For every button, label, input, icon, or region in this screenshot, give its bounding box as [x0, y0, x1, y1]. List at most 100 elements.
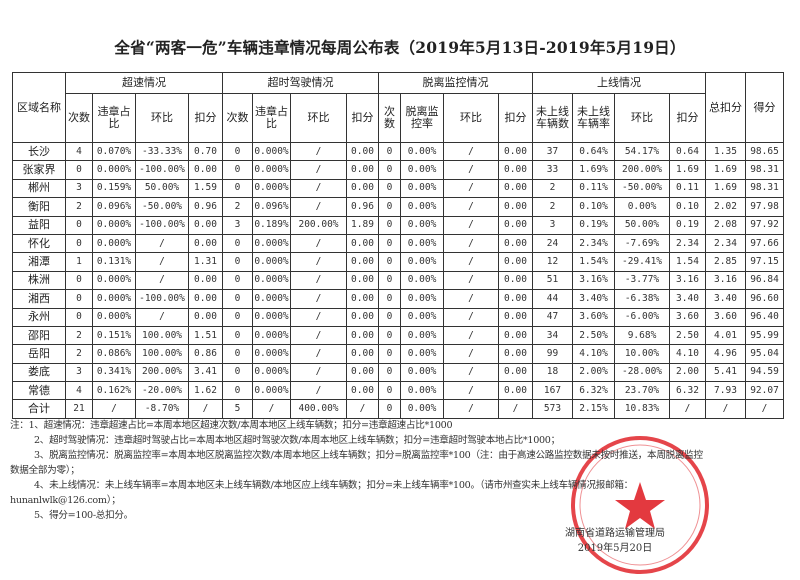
table-cell: /	[290, 307, 347, 327]
table-cell: 0	[222, 381, 253, 401]
table-cell: 0.86	[188, 344, 223, 364]
table-cell: 0	[222, 252, 253, 272]
table-cell: /	[669, 399, 706, 419]
header-speeding: 超速情况	[65, 72, 223, 94]
table-cell: 0.00%	[400, 289, 444, 309]
table-cell: 0.000%	[252, 307, 291, 327]
table-cell: 2.02	[705, 197, 746, 217]
table-cell: 0.189%	[252, 215, 291, 235]
table-cell: 0	[378, 252, 401, 272]
table-cell: 2	[532, 178, 573, 199]
table-cell: 0.00%	[400, 270, 444, 291]
table-cell: 1.62	[188, 381, 223, 401]
table-cell: 3	[65, 362, 93, 383]
table-cell: -100.00%	[135, 160, 189, 180]
table-cell: 0.96	[188, 197, 223, 217]
note-5: 5、得分=100-总扣分。	[34, 510, 133, 521]
table-cell: 200.00%	[290, 215, 347, 235]
subheader-5: 违章占比	[252, 93, 291, 143]
table-cell: /	[135, 307, 189, 327]
table-cell: 50.00%	[614, 215, 670, 235]
table-cell: 0	[65, 289, 93, 309]
table-cell: 44	[532, 289, 573, 309]
table-cell: 0.00	[498, 344, 533, 364]
table-cell: 21	[65, 399, 93, 419]
table-cell: 0.000%	[252, 233, 291, 254]
table-cell: -8.70%	[135, 399, 189, 419]
table-cell: 0	[65, 307, 93, 327]
table-cell: 0	[222, 233, 253, 254]
table-cell: 0.00%	[614, 197, 670, 217]
table-cell: /	[290, 141, 347, 162]
table-cell: 0	[222, 307, 253, 327]
table-cell: 95.99	[745, 325, 784, 346]
table-cell: /	[290, 252, 347, 272]
region-name: 湘西	[12, 289, 66, 309]
table-cell: 0	[378, 362, 401, 383]
table-cell: 0.000%	[252, 178, 291, 199]
table-cell: 0.000%	[92, 289, 136, 309]
table-cell: 0.159%	[92, 178, 136, 199]
note-1: 注：1、超速情况：违章超速占比=本周本地区超速次数/本周本地区上线车辆数；扣分=…	[10, 420, 453, 431]
table-cell: 2.34	[669, 233, 706, 254]
table-cell: 0.11%	[572, 178, 615, 199]
table-cell: 0.00	[346, 307, 379, 327]
table-cell: 0.10%	[572, 197, 615, 217]
table-cell: 0.000%	[252, 141, 291, 162]
table-cell: 92.07	[745, 381, 784, 401]
subheader-4: 次数	[222, 93, 253, 143]
table-cell: 0.000%	[92, 215, 136, 235]
table-cell: 96.60	[745, 289, 784, 309]
table-cell: 94.59	[745, 362, 784, 383]
table-cell: 6.32	[669, 381, 706, 401]
table-row: 株洲 0 0.000%/0.00 0 0.000%/0.00 0 0.00%/0.00 51 3…	[12, 270, 784, 291]
table-cell: 1.31	[188, 252, 223, 272]
subheader-2: 环比	[135, 93, 189, 143]
table-cell: 0.00	[498, 160, 533, 180]
table-cell: 3.41	[188, 362, 223, 383]
table-cell: 0.00	[498, 215, 533, 235]
table-cell: 0.086%	[92, 344, 136, 364]
table-row: 怀化 0 0.000%/0.00 0 0.000%/0.00 0 0.00%/0.00 24 2…	[12, 233, 784, 254]
table-cell: 0.00%	[400, 252, 444, 272]
table-cell: /	[290, 344, 347, 364]
table-cell: 0	[222, 362, 253, 383]
region-name: 永州	[12, 307, 66, 327]
subheader-11: 扣分	[498, 93, 533, 143]
signature-date: 2019年5月20日	[577, 543, 653, 554]
table-cell: -33.33%	[135, 141, 189, 162]
table-cell: 0	[222, 270, 253, 291]
table-cell: 0.96	[346, 197, 379, 217]
table-cell: -100.00%	[135, 215, 189, 235]
table-cell: 0.000%	[252, 381, 291, 401]
note-2: 2、超时驾驶情况：违章超时驾驶占比=本周本地区超时驾驶次数/本周本地区上线车辆数…	[34, 435, 560, 446]
header-online-status: 上线情况	[532, 72, 706, 94]
table-row: 岳阳 2 0.086% 100.00% 0.86 0 0.000%/0.00 0 0.00%/0…	[12, 344, 784, 364]
table-cell: 95.04	[745, 344, 784, 364]
total-row: 合计 21/-8.70%/5/400.00%/0 0.00% //573 2.15% 10…	[12, 399, 784, 419]
table-cell: 2	[65, 344, 93, 364]
table-cell: 0.00	[188, 233, 223, 254]
table-cell: 0.00	[346, 233, 379, 254]
table-cell: 0	[378, 141, 401, 162]
region-name: 益阳	[12, 215, 66, 235]
subheader-10: 环比	[443, 93, 499, 143]
region-name: 邵阳	[12, 325, 66, 346]
note-4: 4、未上线情况：未上线车辆率=本周本地区未上线车辆数/本地区应上线车辆数；扣分=…	[34, 480, 633, 491]
signature: 湖南省道路运输管理局 2019年5月20日	[565, 526, 665, 556]
table-cell: 0.00	[188, 289, 223, 309]
table-cell: /	[443, 197, 499, 217]
table-cell: 0	[378, 325, 401, 346]
table-cell: 0.00%	[400, 197, 444, 217]
table-cell: 3.40	[669, 289, 706, 309]
table-cell: 0	[378, 160, 401, 180]
table-cell: 0.151%	[92, 325, 136, 346]
table-cell: 98.31	[745, 160, 784, 180]
table-cell: /	[443, 399, 499, 419]
table-cell: -28.00%	[614, 362, 670, 383]
table-cell: 23.70%	[614, 381, 670, 401]
table-cell: 3.40	[705, 289, 746, 309]
table-cell: -3.77%	[614, 270, 670, 291]
table-cell: 50.00%	[135, 178, 189, 199]
table-cell: 0.000%	[92, 307, 136, 327]
